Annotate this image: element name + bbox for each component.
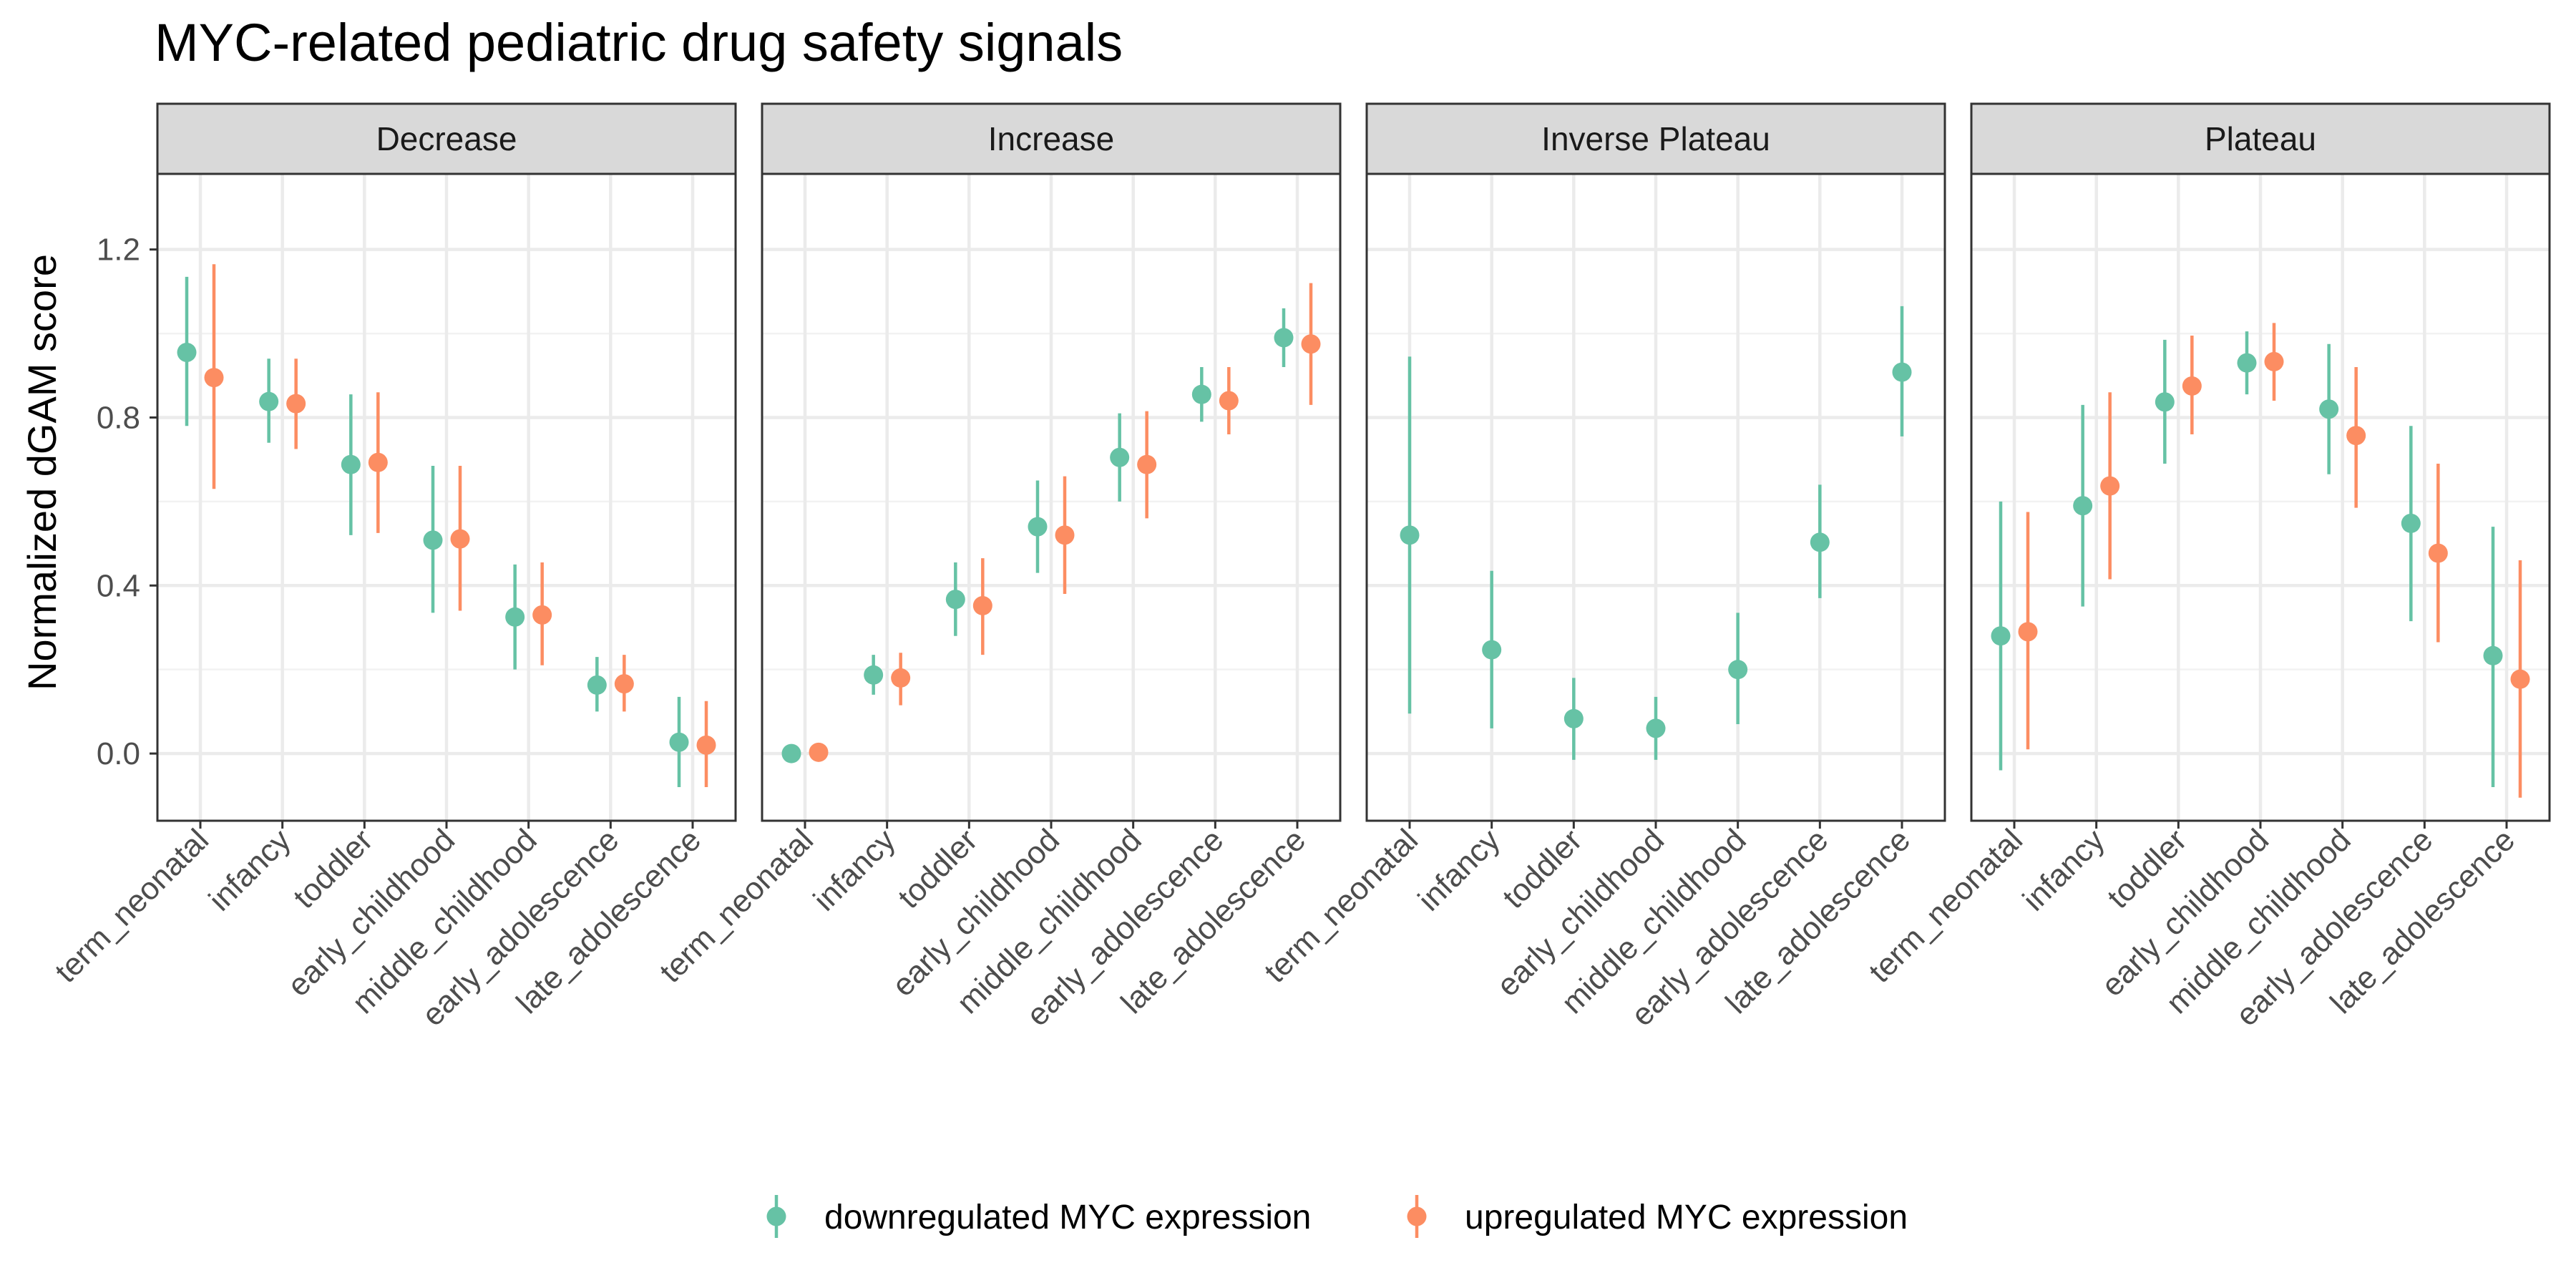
data-point xyxy=(1482,640,1502,660)
data-point xyxy=(1810,532,1830,552)
data-point xyxy=(1301,334,1321,354)
data-point xyxy=(809,742,829,762)
legend-key-point xyxy=(766,1206,786,1226)
legend-label: downregulated MYC expression xyxy=(824,1199,1311,1236)
facet-strip-label: Plateau xyxy=(2205,120,2316,157)
facet-strip-label: Decrease xyxy=(376,120,517,157)
data-point xyxy=(2401,513,2421,533)
data-point xyxy=(2346,426,2366,446)
data-point xyxy=(2319,399,2339,419)
legend-item-downregulated: downregulated MYC expression xyxy=(766,1195,1311,1238)
facet-strip xyxy=(761,102,1342,175)
data-point xyxy=(1055,525,1075,545)
facet-increase: Increaseterm_neonatalinfancytoddlerearly… xyxy=(653,102,1342,1033)
legend-label: upregulated MYC expression xyxy=(1465,1199,1908,1236)
series-downregulated xyxy=(781,308,1294,763)
data-point xyxy=(1137,454,1157,474)
data-point xyxy=(2073,496,2093,516)
data-point xyxy=(204,368,224,388)
legend-item-upregulated: upregulated MYC expression xyxy=(1407,1195,1908,1238)
data-point xyxy=(1191,384,1211,404)
data-point xyxy=(587,675,607,695)
chart-title: MYC-related pediatric drug safety signal… xyxy=(155,13,1123,72)
y-tick-label: 0.4 xyxy=(97,568,140,603)
data-point xyxy=(259,391,279,411)
data-point xyxy=(2428,543,2448,563)
data-point xyxy=(864,665,884,685)
data-point xyxy=(450,529,470,549)
series-downregulated xyxy=(177,276,689,788)
facet-strip xyxy=(1365,102,1946,175)
data-point xyxy=(177,342,197,362)
data-point xyxy=(945,590,965,610)
data-point xyxy=(1563,708,1584,728)
data-point xyxy=(2018,622,2038,642)
data-point xyxy=(341,454,361,474)
facet-strip xyxy=(156,102,737,175)
data-point xyxy=(972,595,992,615)
data-point xyxy=(669,732,689,752)
data-point xyxy=(505,607,525,627)
data-point xyxy=(891,668,911,688)
legend: downregulated MYC expression upregulated … xyxy=(766,1195,1908,1238)
data-point xyxy=(368,452,388,472)
data-point xyxy=(1110,447,1130,467)
facet-strip-label: Increase xyxy=(988,120,1114,157)
series-upregulated xyxy=(2018,323,2530,798)
data-point xyxy=(1028,517,1048,537)
data-point xyxy=(2100,476,2120,496)
data-point xyxy=(1728,660,1748,680)
data-point xyxy=(2483,645,2503,665)
series-downregulated xyxy=(1991,331,2503,788)
data-point xyxy=(614,674,634,694)
data-point xyxy=(1219,391,1239,411)
data-point xyxy=(2182,376,2202,396)
legend-key-point xyxy=(1407,1206,1427,1226)
series-downregulated xyxy=(1400,306,1912,760)
data-point xyxy=(2510,669,2530,689)
series-upregulated xyxy=(204,264,716,788)
y-axis-label: Normalized dGAM score xyxy=(19,254,64,691)
data-point xyxy=(286,394,306,414)
data-point xyxy=(1991,626,2011,646)
y-tick-label: 0.8 xyxy=(97,400,140,435)
data-point xyxy=(2237,353,2257,373)
facet-strip xyxy=(1970,102,2551,175)
data-point xyxy=(696,735,716,755)
data-point xyxy=(1892,362,1912,382)
series-upregulated xyxy=(809,283,1321,762)
data-point xyxy=(532,605,552,625)
facet-strip-label: Inverse Plateau xyxy=(1541,120,1770,157)
data-point xyxy=(423,530,443,550)
data-point xyxy=(2264,351,2284,371)
facet-decrease: Decreaseterm_neonatalinfancytoddlerearly… xyxy=(49,102,737,1033)
y-tick-label: 1.2 xyxy=(97,233,140,268)
data-point xyxy=(781,743,801,763)
data-point xyxy=(1400,525,1420,545)
data-point xyxy=(1274,328,1294,348)
data-point xyxy=(1646,718,1666,738)
y-tick-label: 0.0 xyxy=(97,736,140,771)
data-point xyxy=(2155,392,2175,412)
